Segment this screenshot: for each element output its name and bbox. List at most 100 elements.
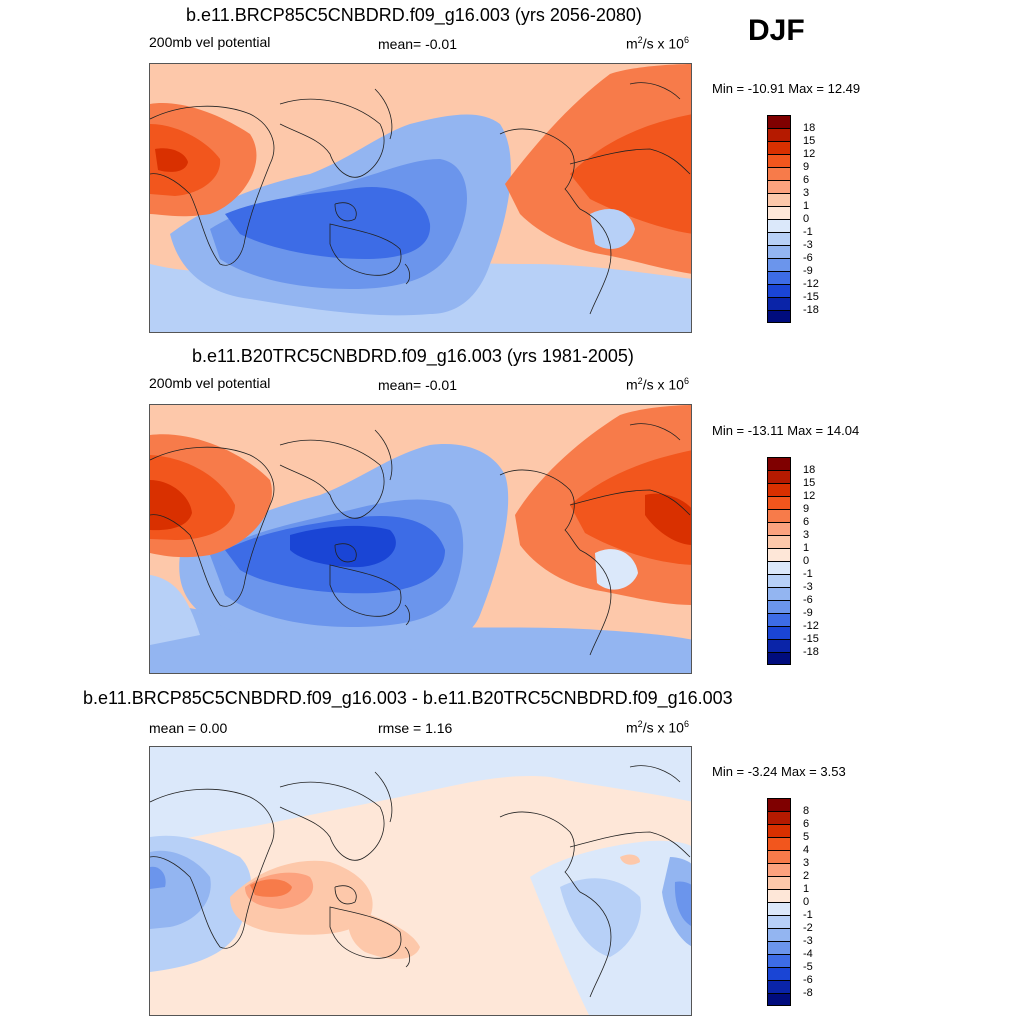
colorbar-swatch — [767, 928, 791, 941]
colorbar-swatch — [767, 876, 791, 889]
colorbar-tick-label: -5 — [803, 961, 813, 973]
colorbar-swatch — [767, 639, 791, 652]
colorbar-swatch — [767, 980, 791, 993]
colorbar-tick-label: 2 — [803, 870, 810, 882]
colorbar-tick-label: -6 — [803, 594, 813, 606]
colorbar-swatch — [767, 941, 791, 954]
colorbar-tick-label: 18 — [803, 122, 816, 134]
colorbar-tick-label: 15 — [803, 477, 816, 489]
colorbar-swatch — [767, 863, 791, 876]
panel-3-colorbar — [767, 798, 791, 1006]
panel-2-variable-label: 200mb vel potential — [149, 375, 271, 391]
colorbar-tick-label: -8 — [803, 987, 813, 999]
colorbar-tick-label: 9 — [803, 503, 810, 515]
panel-2-mean-label: mean= -0.01 — [378, 377, 457, 393]
colorbar-swatch — [767, 652, 791, 665]
panel-3-mean-label: mean = 0.00 — [149, 720, 228, 736]
colorbar-tick-label: -15 — [803, 291, 819, 303]
colorbar-swatch — [767, 245, 791, 258]
panel-2-minmax: Min = -13.11 Max = 14.04 — [712, 423, 860, 438]
colorbar-tick-label: 6 — [803, 174, 810, 186]
colorbar-swatch — [767, 967, 791, 980]
colorbar-tick-label: 3 — [803, 857, 810, 869]
panel-1-variable-label: 200mb vel potential — [149, 34, 271, 50]
colorbar-tick-label: -15 — [803, 633, 819, 645]
colorbar-tick-label: -4 — [803, 948, 813, 960]
colorbar-tick-label: -6 — [803, 974, 813, 986]
colorbar-swatch — [767, 915, 791, 928]
colorbar-tick-label: 1 — [803, 883, 810, 895]
colorbar-tick-label: 3 — [803, 529, 810, 541]
colorbar-tick-label: -9 — [803, 607, 813, 619]
colorbar-swatch — [767, 811, 791, 824]
panel-1-map — [149, 63, 692, 333]
colorbar-tick-label: -18 — [803, 646, 819, 658]
colorbar-tick-label: 3 — [803, 187, 810, 199]
colorbar-tick-label: -18 — [803, 304, 819, 316]
colorbar-tick-label: 12 — [803, 148, 816, 160]
colorbar-swatch — [767, 297, 791, 310]
colorbar-swatch — [767, 600, 791, 613]
panel-2-units: m2/s x 106 — [626, 376, 689, 393]
colorbar-swatch — [767, 613, 791, 626]
colorbar-tick-label: -1 — [803, 568, 813, 580]
colorbar-swatch — [767, 258, 791, 271]
colorbar-tick-label: 5 — [803, 831, 810, 843]
colorbar-swatch — [767, 128, 791, 141]
colorbar-swatch — [767, 902, 791, 915]
colorbar-swatch — [767, 141, 791, 154]
colorbar-swatch — [767, 889, 791, 902]
colorbar-swatch — [767, 219, 791, 232]
panel-3-map — [149, 746, 692, 1016]
panel-1-units: m2/s x 106 — [626, 35, 689, 52]
panel-2-title: b.e11.B20TRC5CNBDRD.f09_g16.003 (yrs 198… — [192, 346, 634, 366]
colorbar-tick-label: 4 — [803, 844, 810, 856]
colorbar-tick-label: -2 — [803, 922, 813, 934]
colorbar-swatch — [767, 548, 791, 561]
colorbar-swatch — [767, 284, 791, 297]
season-label: DJF — [748, 14, 805, 47]
panel-3-title: b.e11.BRCP85C5CNBDRD.f09_g16.003 - b.e11… — [83, 688, 733, 708]
colorbar-swatch — [767, 561, 791, 574]
colorbar-tick-label: 0 — [803, 213, 810, 225]
colorbar-swatch — [767, 232, 791, 245]
colorbar-tick-label: 6 — [803, 818, 810, 830]
colorbar-tick-label: -6 — [803, 252, 813, 264]
colorbar-swatch — [767, 193, 791, 206]
colorbar-swatch — [767, 535, 791, 548]
panel-3-minmax: Min = -3.24 Max = 3.53 — [712, 764, 846, 779]
colorbar-tick-label: -1 — [803, 226, 813, 238]
colorbar-tick-label: 1 — [803, 542, 810, 554]
colorbar-tick-label: -12 — [803, 278, 819, 290]
colorbar-tick-label: -3 — [803, 935, 813, 947]
colorbar-tick-label: -9 — [803, 265, 813, 277]
colorbar-swatch — [767, 483, 791, 496]
colorbar-swatch — [767, 954, 791, 967]
colorbar-swatch — [767, 824, 791, 837]
colorbar-swatch — [767, 167, 791, 180]
panel-1-mean-label: mean= -0.01 — [378, 36, 457, 52]
colorbar-tick-label: -3 — [803, 581, 813, 593]
colorbar-swatch — [767, 837, 791, 850]
colorbar-swatch — [767, 457, 791, 470]
colorbar-swatch — [767, 470, 791, 483]
colorbar-tick-label: 18 — [803, 464, 816, 476]
colorbar-swatch — [767, 310, 791, 323]
colorbar-swatch — [767, 509, 791, 522]
colorbar-tick-label: 6 — [803, 516, 810, 528]
colorbar-swatch — [767, 626, 791, 639]
colorbar-swatch — [767, 993, 791, 1006]
colorbar-tick-label: 1 — [803, 200, 810, 212]
colorbar-tick-label: 12 — [803, 490, 816, 502]
panel-1-title: b.e11.BRCP85C5CNBDRD.f09_g16.003 (yrs 20… — [186, 5, 642, 25]
colorbar-swatch — [767, 271, 791, 284]
colorbar-swatch — [767, 850, 791, 863]
colorbar-swatch — [767, 587, 791, 600]
colorbar-tick-label: -3 — [803, 239, 813, 251]
panel-2-map — [149, 404, 692, 674]
colorbar-swatch — [767, 180, 791, 193]
panel-2-colorbar — [767, 457, 791, 665]
panel-3-rmse-label: rmse = 1.16 — [378, 720, 453, 736]
colorbar-swatch — [767, 115, 791, 128]
panel-3-units: m2/s x 106 — [626, 719, 689, 736]
